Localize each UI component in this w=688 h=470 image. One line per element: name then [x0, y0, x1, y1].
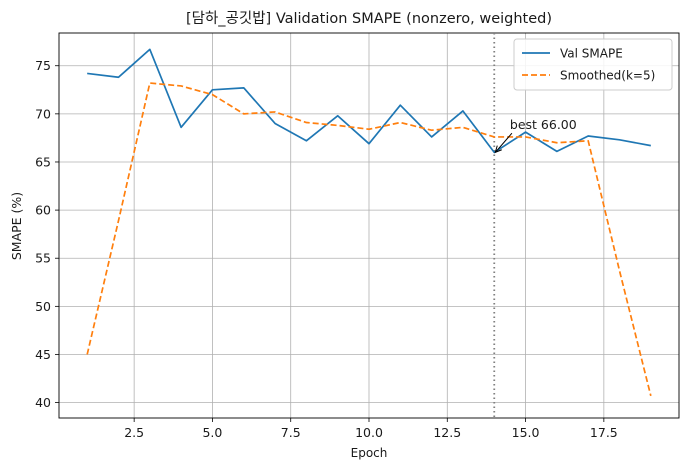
- ticks: 2.5 5.0 7.5 10.0 12.5 15.0 17.5 40 45 50 55 60 65 70 7…: [35, 58, 618, 440]
- annotation-arrow-head: [494, 145, 502, 154]
- x-tick-label: 7.5: [281, 425, 301, 440]
- x-axis-label: Epoch: [351, 446, 388, 460]
- annotation-arrow-shaft: [495, 132, 513, 152]
- y-tick-label: 50: [35, 299, 51, 314]
- y-axis-label: SMAPE (%): [9, 192, 24, 260]
- x-tick-label: 2.5: [124, 425, 144, 440]
- y-tick-label: 40: [35, 395, 51, 410]
- grid: [59, 33, 679, 418]
- x-tick-label: 10.0: [355, 425, 383, 440]
- chart-title: [담하_공깃밥] Validation SMAPE (nonzero, weig…: [186, 10, 552, 27]
- legend-box: [513, 38, 673, 91]
- annotation-label: best 66.00: [510, 117, 577, 132]
- x-tick-label: 17.5: [590, 425, 618, 440]
- series-layer: [86, 33, 652, 418]
- y-tick-label: 75: [35, 58, 51, 73]
- y-tick-label: 45: [35, 347, 51, 362]
- legend: Val SMAPE Smoothed(k=5): [513, 38, 673, 91]
- x-tick-label: 12.5: [433, 425, 461, 440]
- x-tick-label: 15.0: [512, 425, 540, 440]
- legend-label-1: Smoothed(k=5): [560, 69, 655, 83]
- y-tick-label: 60: [35, 203, 51, 218]
- x-tick-label: 5.0: [202, 425, 222, 440]
- annotation-layer: best 66.00: [494, 117, 577, 154]
- y-tick-label: 55: [35, 251, 51, 266]
- y-tick-label: 70: [35, 106, 51, 121]
- y-tick-label: 65: [35, 154, 51, 169]
- legend-label-0: Val SMAPE: [560, 47, 623, 61]
